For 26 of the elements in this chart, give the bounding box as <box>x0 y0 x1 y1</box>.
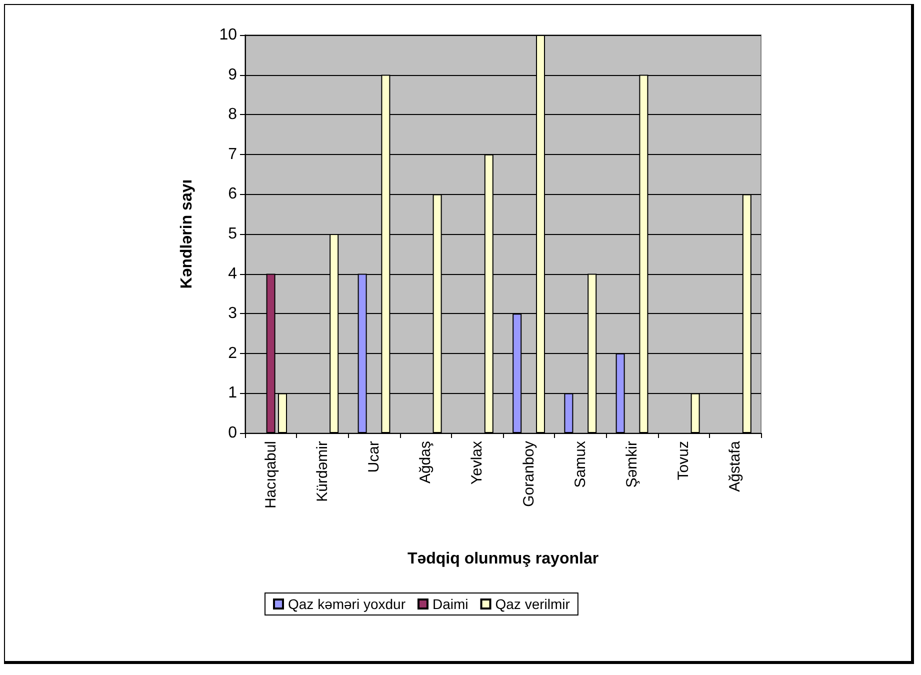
y-tick-label: 9 <box>228 66 238 84</box>
x-tick-label: Goranboy <box>520 440 538 507</box>
y-tick-label: 8 <box>228 106 238 124</box>
x-tick-label: Samux <box>572 440 589 488</box>
y-tick-label: 4 <box>228 265 238 282</box>
legend-label: Daimi <box>432 596 468 612</box>
x-tick-label: Tovuz <box>675 441 692 480</box>
y-tick-label: 1 <box>228 384 238 402</box>
y-tick-label: 3 <box>228 305 238 322</box>
x-tick-label: Hacıqabul <box>262 441 280 509</box>
y-tick-label: 6 <box>228 186 238 203</box>
x-tick-label: Kürdəmir <box>314 441 331 502</box>
y-axis-title: Kəndlərin sayı <box>178 179 196 289</box>
y-tick-label: 7 <box>228 146 238 163</box>
x-tick-label: Şəmkir <box>624 440 640 488</box>
y-tick-label: 5 <box>228 226 238 242</box>
x-tick-label: Ağdaş <box>417 441 434 484</box>
y-tick-label: 10 <box>219 26 238 44</box>
x-tick-label: Ağstafa <box>726 440 744 492</box>
legend-label: Qaz kəməri yoxdur <box>288 596 406 612</box>
legend-label: Qaz verilmir <box>495 596 570 612</box>
y-tick-label: 2 <box>228 344 238 362</box>
x-tick-label: Yevlax <box>468 440 486 485</box>
x-axis-title: Tədqiq olunmuş rayonlar <box>407 550 599 568</box>
y-tick-label: 0 <box>228 424 238 442</box>
x-tick-label: Ucar <box>366 440 382 473</box>
